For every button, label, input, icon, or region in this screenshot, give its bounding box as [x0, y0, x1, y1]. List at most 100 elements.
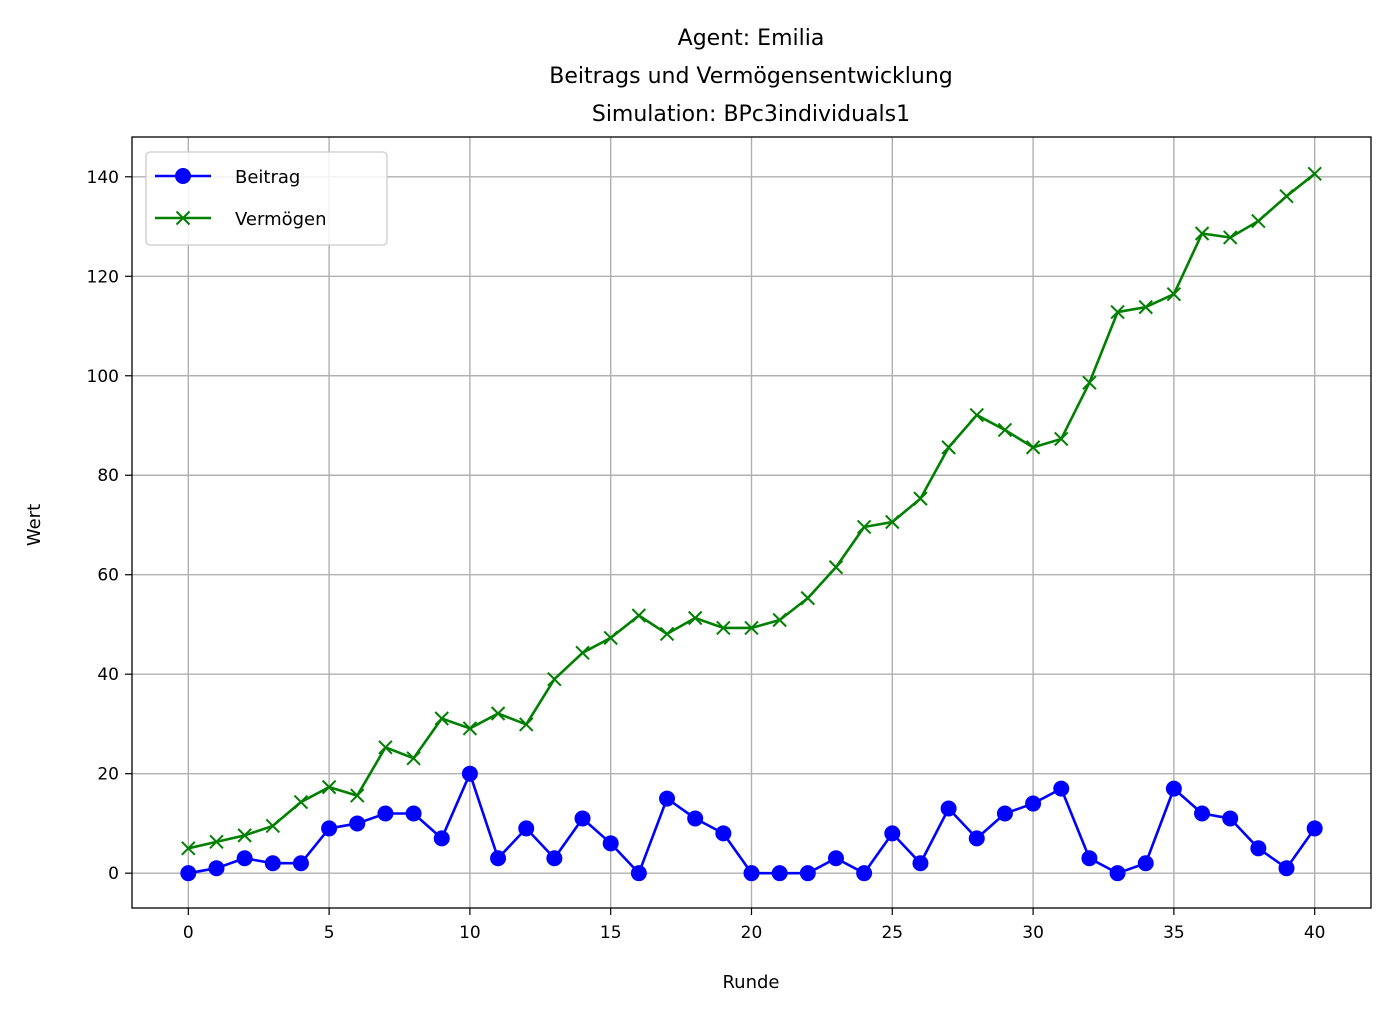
data-point [1194, 805, 1211, 822]
series-group [180, 166, 1323, 882]
data-point [574, 810, 591, 827]
data-point [349, 815, 366, 832]
data-point [519, 717, 534, 732]
data-point [941, 440, 956, 455]
data-point [856, 865, 873, 882]
legend-marker [175, 210, 191, 226]
data-point [490, 850, 507, 867]
data-point [744, 620, 759, 636]
data-point [1194, 226, 1210, 241]
data-point [1082, 375, 1097, 390]
x-tick-label: 25 [881, 923, 903, 943]
data-point [547, 671, 562, 687]
data-point [265, 818, 281, 834]
data-point [659, 790, 676, 807]
data-point [406, 751, 421, 766]
data-point [1165, 780, 1182, 797]
y-tick-label: 140 [87, 168, 119, 188]
data-point [1222, 810, 1239, 827]
data-point [490, 706, 506, 721]
data-point [1278, 860, 1295, 877]
data-point [687, 610, 703, 626]
data-point [378, 740, 393, 755]
legend-label: Beitrag [235, 167, 300, 188]
data-point [659, 626, 675, 642]
data-point [912, 855, 929, 872]
data-point [1279, 188, 1294, 204]
data-point [913, 491, 928, 506]
data-point [236, 850, 253, 867]
chart-title-line-2: Beitrags und Vermögensentwicklung [549, 64, 953, 89]
data-point [1054, 431, 1069, 447]
data-point [1081, 850, 1098, 867]
data-point [293, 794, 309, 810]
data-point [209, 834, 224, 850]
data-point [940, 800, 957, 817]
data-point [434, 711, 449, 726]
y-tick-label: 0 [108, 864, 119, 884]
data-point [461, 765, 478, 782]
data-point [1250, 840, 1267, 857]
data-point [1137, 855, 1154, 872]
data-point [828, 560, 844, 575]
legend: Beitrag Vermögen [145, 151, 388, 246]
data-point [1251, 213, 1266, 229]
x-axis-label: Runde [722, 972, 779, 993]
data-point [716, 620, 731, 636]
data-point [715, 825, 732, 842]
data-point [771, 865, 788, 882]
data-point [292, 855, 309, 872]
y-tick-label: 60 [97, 566, 119, 586]
data-point [997, 422, 1013, 438]
data-point [743, 865, 760, 882]
data-point [827, 850, 844, 867]
chart-title-line-3: Simulation: BPc3individuals1 [592, 102, 910, 127]
y-tick-label: 100 [87, 367, 119, 387]
x-tick-label: 5 [324, 923, 335, 943]
data-point [631, 608, 647, 623]
data-point [1306, 820, 1323, 837]
data-point [405, 805, 422, 822]
data-point [462, 721, 478, 736]
data-point [518, 820, 535, 837]
legend-label: Vermögen [235, 209, 327, 230]
x-tick-label: 30 [1022, 923, 1044, 943]
series-1 [180, 765, 1323, 882]
data-point [799, 865, 816, 882]
data-point [968, 830, 985, 847]
data-point [180, 865, 197, 882]
data-point [1138, 299, 1153, 315]
chart-title: Agent: Emilia Beitrags und Vermögensentw… [549, 26, 953, 127]
data-point [800, 590, 816, 606]
legend-marker [175, 168, 191, 184]
data-point [1025, 795, 1042, 812]
x-tick-label: 0 [183, 923, 194, 943]
chart-title-line-1: Agent: Emilia [678, 26, 825, 51]
data-point [630, 865, 647, 882]
y-tick-label: 20 [97, 765, 119, 785]
x-tick-label: 15 [600, 923, 622, 943]
data-point [1166, 286, 1182, 302]
x-tick-label: 35 [1163, 923, 1185, 943]
data-point [433, 830, 450, 847]
data-point [575, 645, 590, 661]
data-point [996, 805, 1013, 822]
data-point [1025, 440, 1041, 455]
axis-ticks: 0 5 10 15 20 25 30 35 40 0 20 40 60 80 100 120 140 [87, 168, 1326, 943]
data-point [772, 612, 787, 628]
data-point [884, 825, 901, 842]
y-tick-label: 80 [97, 466, 119, 486]
y-tick-label: 40 [97, 665, 119, 685]
legend-box [145, 151, 388, 246]
data-point [1222, 230, 1238, 245]
y-axis-label: Wert [24, 504, 45, 546]
x-tick-label: 40 [1304, 923, 1326, 943]
y-tick-label: 120 [87, 267, 119, 287]
data-point [377, 805, 394, 822]
x-tick-label: 20 [741, 923, 763, 943]
data-point [969, 407, 984, 423]
x-tick-label: 10 [459, 923, 481, 943]
data-point [1053, 780, 1070, 797]
